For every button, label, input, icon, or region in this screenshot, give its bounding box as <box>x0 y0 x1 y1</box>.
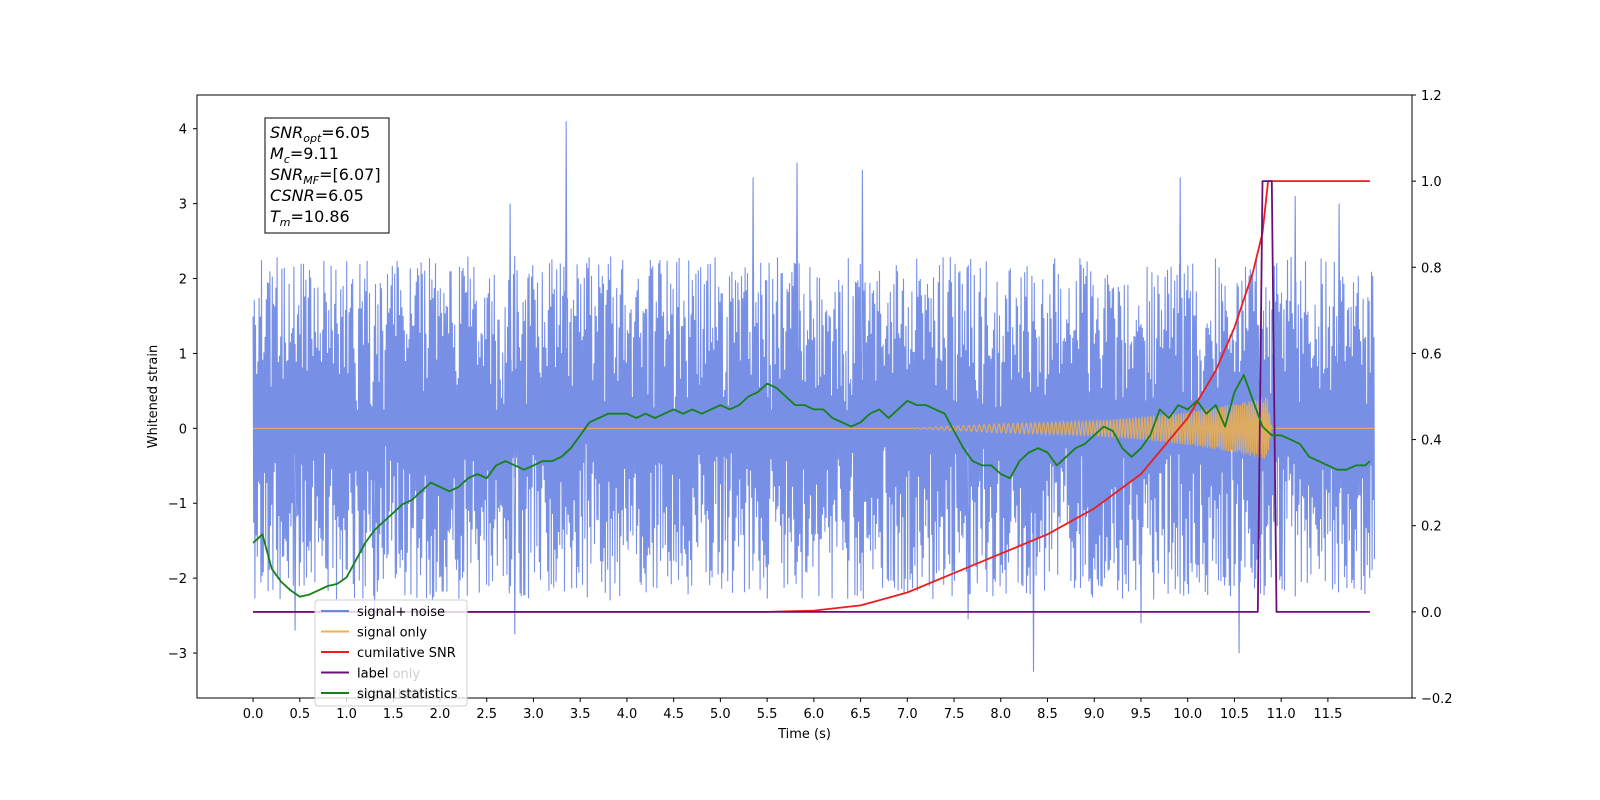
annotation-subscript: c <box>284 153 290 166</box>
legend: label onlyal statisticssignal+ noisesign… <box>314 599 468 707</box>
x-tick-label: 3.0 <box>523 707 544 722</box>
annotation-subscript: MF <box>303 174 319 187</box>
annotation-line: SNRopt=6.05 <box>270 123 370 145</box>
x-tick-label: 4.5 <box>663 707 684 722</box>
legend-label: signal+ noise <box>357 605 445 620</box>
x-tick-label: 10.5 <box>1220 707 1249 722</box>
y-left-tick-label: 1 <box>179 347 187 362</box>
annotation-value: =10.86 <box>291 207 350 226</box>
x-tick-label: 11.5 <box>1313 707 1342 722</box>
annotation-symbol: CSNR <box>270 186 315 205</box>
annotation-line: Tm=10.86 <box>270 207 350 229</box>
annotation-line: Mc=9.11 <box>270 144 339 166</box>
y-right-tick-label: 0.6 <box>1421 347 1442 362</box>
legend-frame <box>314 599 468 707</box>
annotation-value: =[6.07] <box>319 165 381 184</box>
x-axis-label: Time (s) <box>777 727 831 742</box>
annotation-line: CSNR=6.05 <box>270 186 364 205</box>
x-tick-label: 9.0 <box>1084 707 1105 722</box>
cumulative-snr-line <box>253 180 1370 613</box>
x-tick-label: 0.5 <box>289 707 310 722</box>
y-left-tick-label: −1 <box>168 497 187 512</box>
x-tick-label: 2.0 <box>430 707 451 722</box>
legend-label: label <box>357 667 388 682</box>
x-tick-label: 7.5 <box>944 707 965 722</box>
y-left-tick-label: 2 <box>179 273 187 288</box>
annotation-symbol: M <box>270 144 284 163</box>
y-left-tick-label: −2 <box>168 572 187 587</box>
legend-label: cumilative SNR <box>357 646 456 661</box>
y-right-tick-label: 0.0 <box>1421 606 1442 621</box>
y-right-tick-label: 0.8 <box>1421 261 1442 276</box>
y-left-tick-label: 0 <box>179 422 187 437</box>
x-tick-label: 3.5 <box>570 707 591 722</box>
x-tick-label: 6.5 <box>850 707 871 722</box>
y-right-tick-label: 1.2 <box>1421 89 1442 104</box>
annotation-box: SNRopt=6.05Mc=9.11SNRMF=[6.07]CSNR=6.05T… <box>264 117 390 234</box>
y-right-tick-label: 0.4 <box>1421 434 1442 449</box>
legend-label: signal only <box>357 626 427 641</box>
x-tick-label: 2.5 <box>476 707 497 722</box>
annotation-value: =6.05 <box>315 186 364 205</box>
annotation-value: =6.05 <box>321 123 370 142</box>
annotation-symbol: SNR <box>270 123 303 142</box>
y-axis-label: Whitened strain <box>146 345 161 448</box>
x-tick-label: 11.0 <box>1267 707 1296 722</box>
y-left-tick-label: −3 <box>168 647 187 662</box>
annotation-value: =9.11 <box>290 144 339 163</box>
y-left-tick-label: 3 <box>179 198 187 213</box>
signal-statistics-line <box>252 374 1371 598</box>
x-tick-label: 4.0 <box>617 707 638 722</box>
annotation-line: SNRMF=[6.07] <box>270 165 381 187</box>
annotation-symbol: T <box>270 207 281 226</box>
signal-only-line <box>253 397 1375 459</box>
x-tick-label: 6.0 <box>804 707 825 722</box>
x-tick-label: 5.5 <box>757 707 778 722</box>
x-tick-label: 10.0 <box>1173 707 1202 722</box>
axes: 0.0 0.5 1.0 1.5 2.0 2.5 3.0 3.5 4.0 4.5 5.0 5.5 6.0 6… <box>146 89 1453 742</box>
y-left-tick-label: 4 <box>179 123 187 138</box>
y-right-tick-label: 1.0 <box>1421 175 1442 190</box>
y-right-tick-label: 0.2 <box>1421 520 1442 535</box>
signal-noise-line <box>252 121 1376 672</box>
x-tick-label: 9.5 <box>1131 707 1152 722</box>
plot-frame <box>196 94 1413 699</box>
annotation-symbol: SNR <box>270 165 303 184</box>
annotation-frame <box>264 117 390 234</box>
x-tick-label: 8.0 <box>990 707 1011 722</box>
legend-label: signal statistics <box>357 687 458 702</box>
x-tick-label: 1.0 <box>336 707 357 722</box>
x-tick-label: 8.5 <box>1037 707 1058 722</box>
x-tick-label: 1.5 <box>383 707 404 722</box>
x-tick-label: 0.0 <box>243 707 264 722</box>
x-tick-label: 5.0 <box>710 707 731 722</box>
y-right-tick-label: −0.2 <box>1421 692 1453 707</box>
annotation-subscript: opt <box>303 132 322 145</box>
plot-area <box>252 121 1376 672</box>
x-tick-label: 7.0 <box>897 707 918 722</box>
label-line <box>253 180 1370 613</box>
annotation-subscript: m <box>280 216 291 229</box>
